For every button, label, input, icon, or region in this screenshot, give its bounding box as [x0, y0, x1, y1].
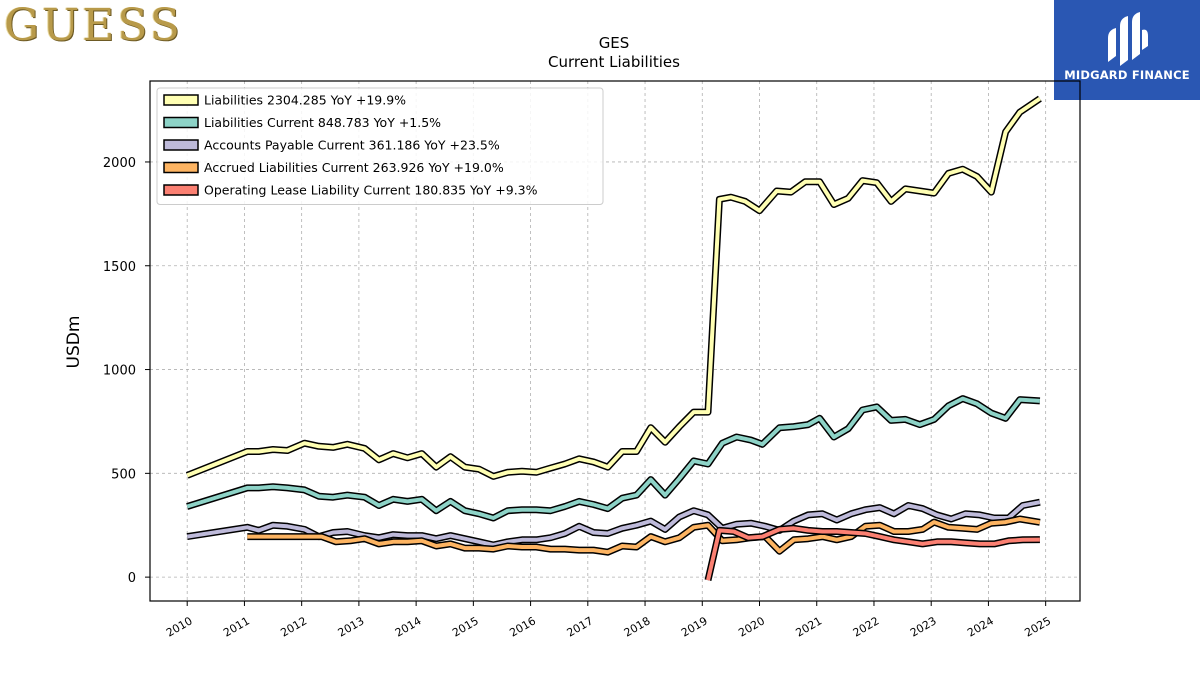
series-liabilities [185, 95, 1042, 480]
legend-swatch [163, 184, 199, 196]
legend-swatch [163, 139, 199, 151]
plot-lines [185, 95, 1042, 581]
y-tick-label: 2000 [103, 156, 136, 171]
series-line [186, 500, 1041, 547]
x-tick-label: 2010 [164, 614, 195, 639]
series-accounts-payable-current [186, 498, 1041, 549]
x-tick-label: 2025 [1022, 614, 1053, 639]
legend-box [156, 87, 604, 205]
x-tick-label: 2011 [221, 614, 252, 639]
series-line [706, 526, 1040, 581]
legend-entry: Accounts Payable Current 361.186 YoY +23… [204, 138, 500, 153]
y-tick-label: 500 [111, 467, 136, 482]
y-axis-label: USDm [64, 316, 84, 369]
x-tick-label: 2022 [851, 614, 882, 639]
series-line [247, 517, 1041, 555]
legend-entry: Liabilities Current 848.783 YoY +1.5% [204, 115, 441, 130]
x-tick-label: 2012 [278, 614, 309, 639]
x-tick-label: 2016 [507, 614, 538, 639]
x-tick-label: 2014 [393, 614, 424, 639]
midgard-finance-logo: MIDGARD FINANCE [1054, 0, 1200, 100]
y-tick-label: 1000 [103, 364, 136, 379]
series-operating-lease-liability-current [704, 524, 1040, 581]
legend: Liabilities 2304.285 YoY +19.9% Liabiliti… [156, 87, 604, 205]
legend-swatch [163, 94, 199, 106]
series-line [186, 96, 1042, 479]
x-tick-label: 2021 [793, 614, 824, 639]
chart-subtitle: Current Liabilities [548, 53, 680, 71]
y-axis: 0 500 1000 1500 2000 [103, 156, 150, 586]
midgard-emblem-icon [1108, 12, 1148, 66]
x-tick-label: 2013 [336, 614, 367, 639]
chart-title: GES [599, 34, 630, 52]
x-tick-label: 2024 [965, 614, 996, 639]
x-tick-label: 2019 [679, 614, 710, 639]
guess-logo: GUESS [4, 0, 183, 51]
series-accrued-liabilities-current [247, 515, 1041, 556]
x-tick-label: 2015 [450, 614, 481, 639]
legend-entry: Liabilities 2304.285 YoY +19.9% [204, 93, 406, 108]
plot-frame [149, 80, 1081, 602]
x-axis: 2010 2011 2012 2013 2014 2015 2016 2017 2018 2019… [164, 601, 1053, 640]
x-tick-label: 2018 [622, 614, 653, 639]
x-tick-label: 2023 [908, 614, 939, 639]
midgard-finance-wordmark: MIDGARD FINANCE [1064, 68, 1190, 82]
legend-swatch [163, 161, 199, 174]
x-tick-label: 2017 [565, 614, 596, 639]
x-tick-label: 2020 [736, 614, 767, 639]
legend-entry: Operating Lease Liability Current 180.83… [204, 183, 538, 198]
series-line [186, 396, 1041, 520]
legend-swatch [163, 116, 199, 129]
y-tick-label: 1500 [103, 260, 136, 275]
series-liabilities-current [186, 395, 1041, 522]
legend-entry: Accrued Liabilities Current 263.926 YoY … [204, 160, 504, 175]
y-tick-label: 0 [128, 571, 136, 586]
